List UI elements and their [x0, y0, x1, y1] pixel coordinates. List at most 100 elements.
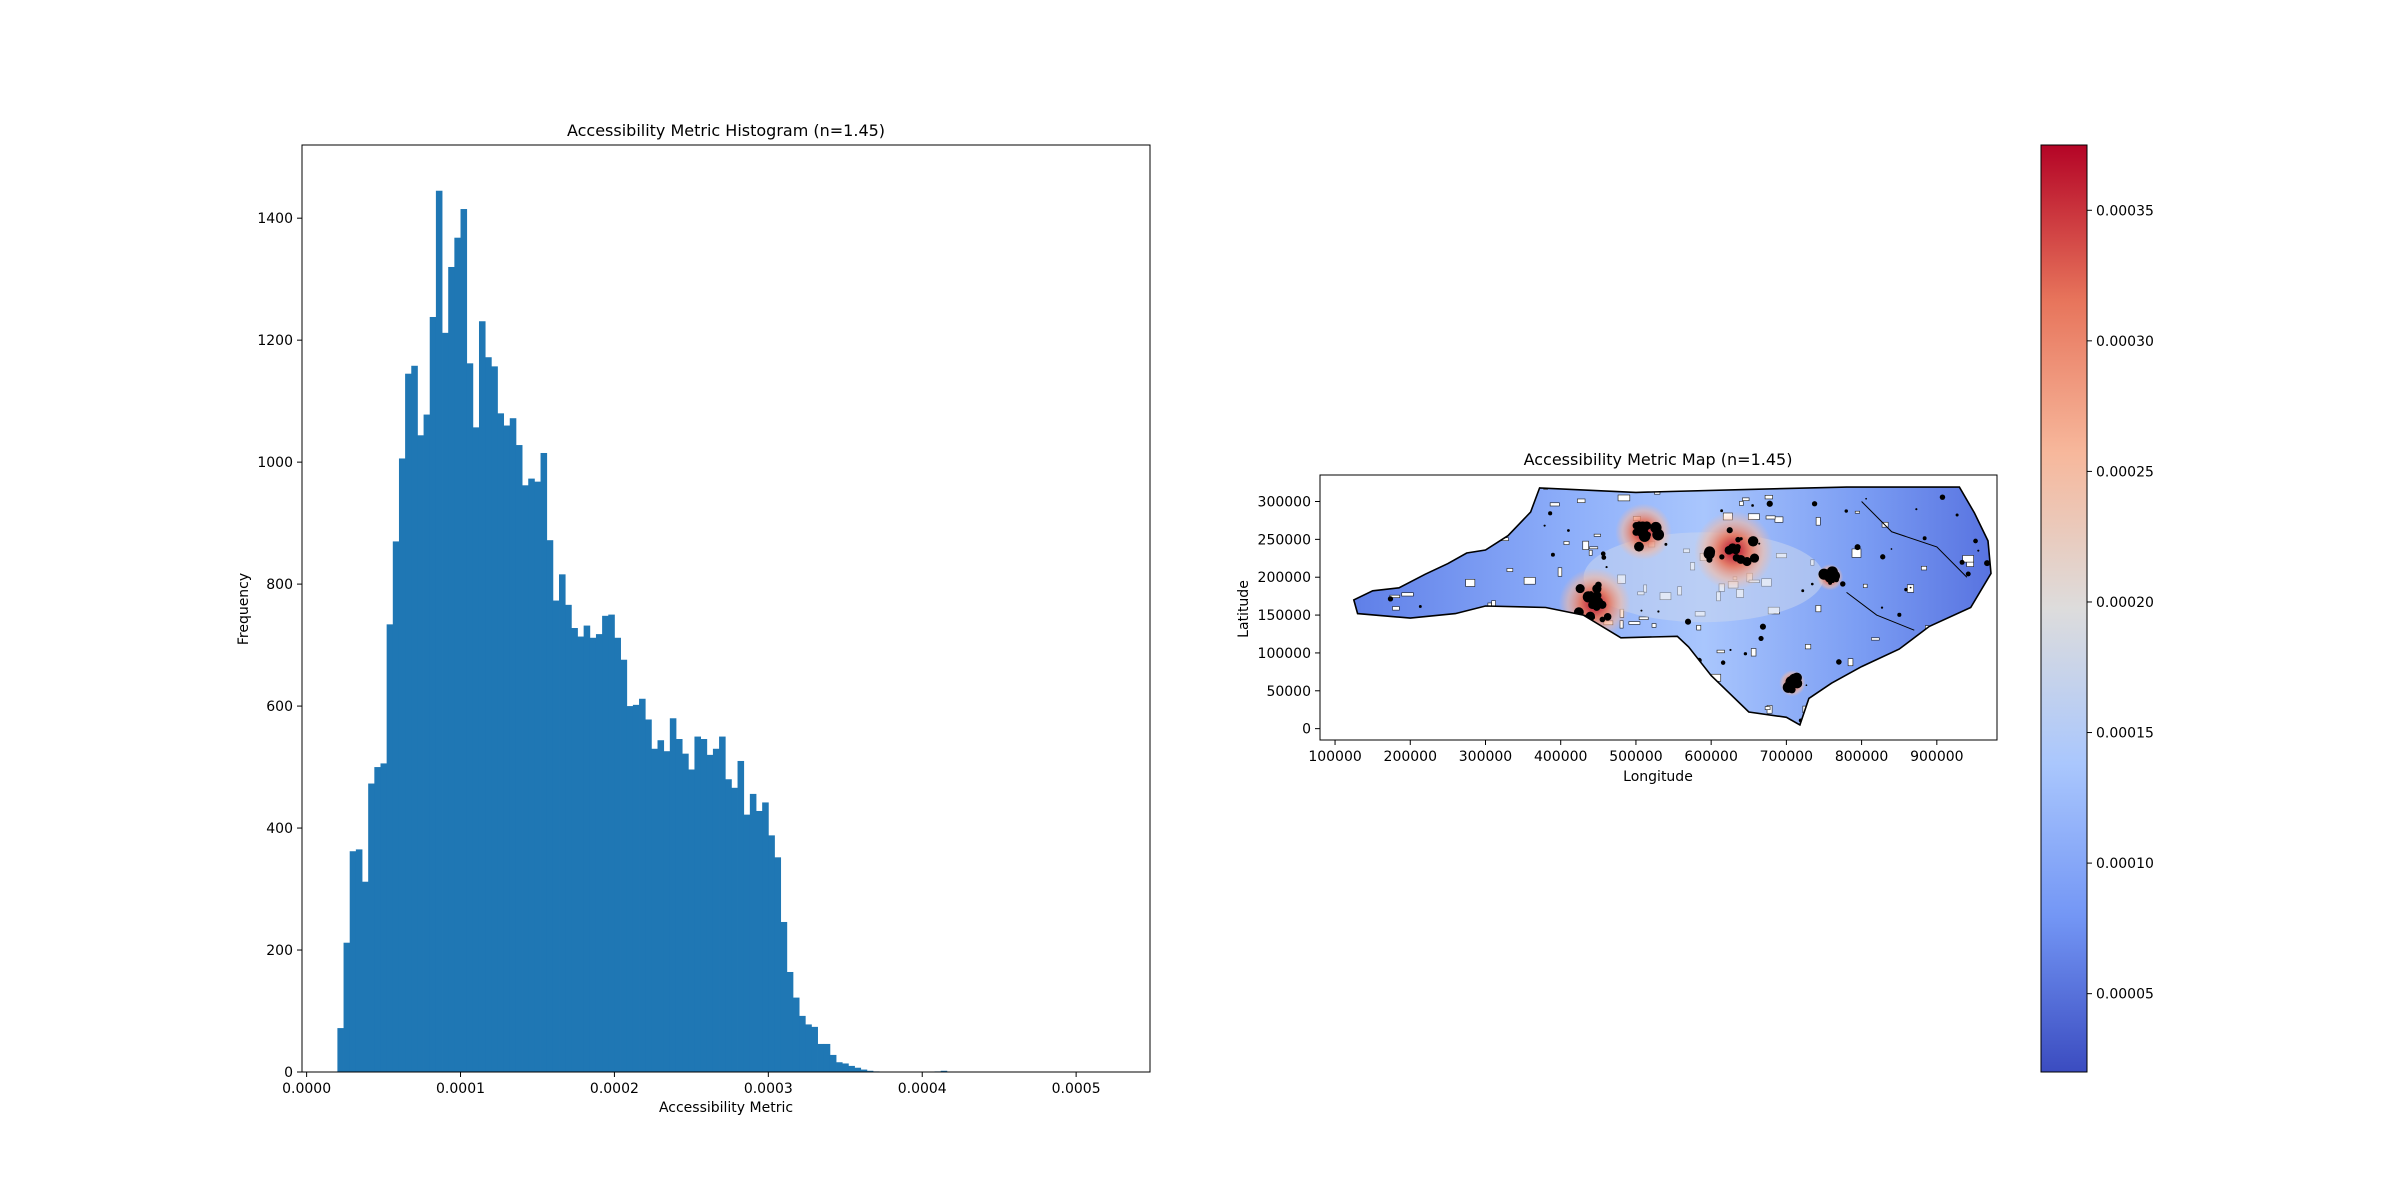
- map-tract-gap: [1863, 583, 1868, 588]
- map-tract-gap: [1411, 534, 1420, 538]
- map-facility-dot: [1959, 559, 1965, 565]
- map-facility-dot: [1634, 541, 1644, 552]
- map-facility-dot: [1810, 582, 1814, 586]
- histogram-bar: [583, 625, 591, 1072]
- histogram-bar: [515, 445, 523, 1072]
- map-facility-dot: [1601, 555, 1607, 560]
- map-facility-dot: [1360, 482, 1363, 485]
- map-y-label: Latitude: [1236, 580, 1252, 638]
- histogram-bar: [491, 366, 498, 1073]
- map-facility-dot: [1743, 652, 1748, 656]
- map-tract-gap: [1404, 684, 1417, 690]
- map-facility-dot: [1706, 556, 1713, 563]
- histogram-bar: [429, 316, 437, 1072]
- histogram-bar: [725, 779, 732, 1072]
- map-tract-gap: [1333, 557, 1342, 559]
- histogram-bar: [829, 1054, 837, 1072]
- map-facility-dot: [1342, 733, 1346, 737]
- histogram-y-tick-label: 400: [266, 821, 293, 837]
- map-tract-gap: [1474, 725, 1480, 730]
- colorbar-tick-label: 0.00035: [2096, 203, 2154, 219]
- map-body: [1324, 476, 1992, 738]
- colorbar-tick-label: 0.00025: [2096, 464, 2154, 480]
- map-title: Accessibility Metric Map (n=1.45): [1524, 450, 1793, 469]
- map-tract-gap: [1889, 728, 1896, 734]
- map-facility-dot: [1593, 591, 1602, 600]
- map-facility-dot: [1393, 522, 1396, 525]
- histogram-bar: [497, 413, 505, 1072]
- map-tract-gap: [1683, 694, 1695, 699]
- histogram-x-tick-label: 0.0002: [590, 1081, 639, 1097]
- map-facility-dot: [1636, 521, 1649, 534]
- map-tract-gap: [1501, 728, 1504, 733]
- map-facility-dot: [1644, 709, 1652, 716]
- map-facility-dot: [1418, 605, 1422, 608]
- map-facility-dot: [1335, 600, 1341, 606]
- map-facility-dot: [1407, 565, 1412, 570]
- colorbar-tick-label: 0.00015: [2096, 726, 2154, 742]
- map-facility-dot: [1568, 626, 1572, 630]
- map-tract-gap: [1764, 706, 1771, 710]
- histogram-x-tick-label: 0.0000: [282, 1081, 331, 1097]
- map-facility-dot: [1984, 560, 1991, 567]
- histogram-bar: [460, 209, 468, 1072]
- map-y-tick-label: 50000: [1266, 684, 1311, 700]
- map-tract-gap: [1625, 670, 1632, 680]
- map-facility-dot: [1591, 615, 1596, 620]
- histogram-bar: [700, 739, 708, 1072]
- map-facility-dot: [1782, 681, 1794, 693]
- map-facility-dot: [1801, 589, 1805, 593]
- histogram-bar: [503, 425, 511, 1073]
- map-facility-dot: [1934, 673, 1937, 676]
- map-facility-dot: [1548, 511, 1553, 516]
- histogram-bar: [626, 706, 634, 1072]
- colorbar-ticks: 0.00005 0.00010 0.00015 0.00020 0.00025 0.000…: [2087, 203, 2154, 1003]
- map-facility-dot: [1619, 478, 1621, 480]
- map-facility-dot: [1516, 489, 1522, 495]
- histogram-bar: [842, 1063, 849, 1072]
- map-tract-gap: [1969, 611, 1974, 617]
- map-facility-dot: [1759, 623, 1766, 630]
- map-tract-gap: [1465, 578, 1476, 587]
- histogram-bar: [805, 1024, 812, 1072]
- map-facility-dot: [1915, 508, 1918, 511]
- map-facility-dot: [1436, 663, 1438, 666]
- histogram-bar: [454, 237, 461, 1072]
- map-x-tick-label: 800000: [1835, 749, 1888, 765]
- map-facility-dot: [1591, 604, 1596, 609]
- map-facility-dot: [1324, 525, 1326, 527]
- histogram-bar: [595, 634, 603, 1072]
- map-tract-gap: [1661, 675, 1671, 684]
- map-y-ticks: 0 50000 100000 150000 200000 250000 300000: [1258, 495, 1320, 738]
- map-tract-gap: [1854, 510, 1860, 514]
- histogram-x-tick-label: 0.0004: [898, 1081, 947, 1097]
- map-facility-dot: [1817, 733, 1820, 736]
- histogram-bar: [355, 849, 363, 1072]
- map-facility-dot: [1469, 734, 1473, 738]
- histogram-bar: [768, 835, 775, 1072]
- map-tract-gap: [1395, 561, 1401, 568]
- map-facility-dot: [1844, 509, 1848, 513]
- histogram-x-tick-label: 0.0003: [744, 1081, 793, 1097]
- map-tract-gap: [1506, 629, 1512, 638]
- map-tract-gap: [1400, 698, 1412, 707]
- map-tract-gap: [1354, 572, 1363, 583]
- histogram-bar: [423, 414, 431, 1072]
- histogram-bar: [786, 971, 794, 1072]
- map-facility-dot: [1356, 704, 1363, 712]
- map-tract-gap: [1385, 530, 1396, 535]
- map-tract-gap: [1549, 502, 1560, 507]
- map-facility-dot: [1450, 719, 1457, 725]
- map-tract-gap: [1983, 476, 1987, 482]
- histogram-bar: [817, 1043, 825, 1072]
- map-tract-gap: [1894, 673, 1903, 683]
- histogram-x-label: Accessibility Metric: [659, 1100, 793, 1116]
- map-tract-gap: [1638, 616, 1649, 620]
- map-tract-gap: [1541, 609, 1546, 617]
- map-facility-dot: [1502, 685, 1508, 692]
- map-tract-gap: [1871, 637, 1880, 641]
- map-tract-gap: [1455, 614, 1462, 618]
- map-facility-dot: [1865, 497, 1867, 500]
- map-tract-gap: [1628, 621, 1641, 625]
- histogram-bar: [368, 783, 375, 1072]
